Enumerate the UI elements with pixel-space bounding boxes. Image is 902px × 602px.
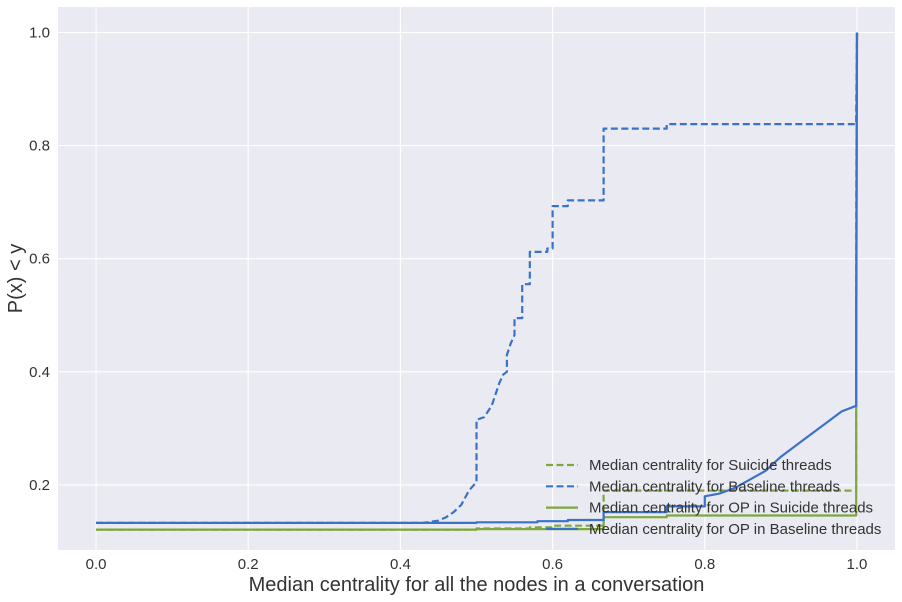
x-tick-label: 0.8 [694, 556, 715, 573]
y-tick-label: 1.0 [29, 24, 50, 41]
legend: Median centrality for Suicide threads Med… [546, 457, 881, 538]
series-line [96, 32, 859, 531]
legend-entry: Median centrality for Suicide threads [589, 457, 832, 474]
x-tick-labels: 0.0 0.2 0.4 0.6 0.8 1.0 [86, 556, 868, 573]
x-tick-label: 0.0 [86, 556, 107, 573]
y-tick-labels: 0.2 0.4 0.6 0.8 1.0 [29, 24, 50, 494]
y-tick-label: 0.8 [29, 138, 50, 155]
series-line [96, 32, 859, 524]
legend-entry: Median centrality for Baseline threads [589, 478, 840, 495]
y-tick-label: 0.6 [29, 251, 50, 268]
y-tick-label: 0.4 [29, 364, 50, 381]
series-lines [96, 32, 859, 531]
series-line [96, 32, 859, 524]
y-axis-label: P(x) < y [5, 244, 27, 313]
y-tick-label: 0.2 [29, 477, 50, 494]
x-tick-label: 1.0 [847, 556, 868, 573]
x-tick-label: 0.4 [390, 556, 411, 573]
legend-entry: Median centrality for OP in Suicide thre… [589, 500, 873, 517]
legend-entry: Median centrality for OP in Baseline thr… [589, 521, 881, 538]
x-tick-label: 0.6 [542, 556, 563, 573]
x-tick-label: 0.2 [238, 556, 259, 573]
grid-lines [58, 7, 895, 550]
x-axis-label: Median centrality for all the nodes in a… [249, 574, 705, 596]
